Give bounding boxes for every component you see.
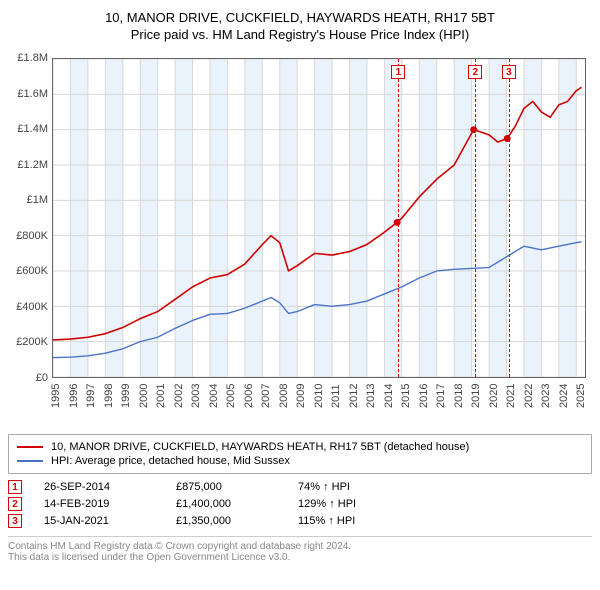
x-tick-label: 2005 (225, 384, 237, 408)
attribution-line-1: Contains HM Land Registry data © Crown c… (8, 541, 592, 552)
x-tick-label: 1995 (50, 384, 62, 408)
x-tick-label: 2019 (470, 384, 482, 408)
x-tick-label: 1997 (85, 384, 97, 408)
y-tick-label: £200K (8, 336, 48, 348)
y-tick-label: £1.8M (8, 52, 48, 64)
sale-marker-line (475, 59, 476, 377)
event-pct: 129% ↑ HPI (298, 498, 378, 510)
event-marker-box: 1 (8, 480, 22, 494)
x-tick-label: 2016 (418, 384, 430, 408)
x-tick-label: 2010 (313, 384, 325, 408)
x-tick-label: 2009 (295, 384, 307, 408)
sale-marker-box: 3 (502, 65, 516, 79)
sale-marker-box: 1 (391, 65, 405, 79)
legend-row-property: 10, MANOR DRIVE, CUCKFIELD, HAYWARDS HEA… (17, 441, 583, 453)
attribution: Contains HM Land Registry data © Crown c… (8, 536, 592, 563)
legend-swatch-hpi (17, 460, 43, 462)
legend-row-hpi: HPI: Average price, detached house, Mid … (17, 455, 583, 467)
legend-label-property: 10, MANOR DRIVE, CUCKFIELD, HAYWARDS HEA… (51, 441, 469, 453)
event-table: 1 26-SEP-2014 £875,000 74% ↑ HPI 2 14-FEB-201… (8, 480, 592, 528)
title-line-2: Price paid vs. HM Land Registry's House … (8, 27, 592, 42)
y-tick-label: £1.6M (8, 88, 48, 100)
x-tick-label: 2002 (173, 384, 185, 408)
sale-marker-line (398, 59, 399, 377)
y-tick-label: £400K (8, 301, 48, 313)
sale-marker-line (509, 59, 510, 377)
x-tick-label: 1999 (120, 384, 132, 408)
event-price: £1,400,000 (176, 498, 276, 510)
event-row: 3 15-JAN-2021 £1,350,000 115% ↑ HPI (8, 514, 592, 528)
x-tick-label: 2012 (348, 384, 360, 408)
x-tick-label: 1998 (103, 384, 115, 408)
attribution-line-2: This data is licensed under the Open Gov… (8, 552, 592, 563)
x-tick-label: 2006 (243, 384, 255, 408)
x-tick-label: 2025 (575, 384, 587, 408)
x-tick-label: 2004 (208, 384, 220, 408)
y-tick-label: £0 (8, 372, 48, 384)
event-marker-box: 2 (8, 497, 22, 511)
y-tick-label: £600K (8, 265, 48, 277)
x-tick-label: 2001 (155, 384, 167, 408)
x-tick-label: 2000 (138, 384, 150, 408)
legend-swatch-property (17, 446, 43, 448)
x-tick-label: 2008 (278, 384, 290, 408)
x-tick-label: 2022 (523, 384, 535, 408)
x-tick-label: 2011 (330, 384, 342, 408)
x-tick-label: 2014 (383, 384, 395, 408)
chart-container: 1 2 3 £0 £200K £400K £600K £800K £1M £1.2M £1.4M £… (8, 48, 592, 428)
event-row: 2 14-FEB-2019 £1,400,000 129% ↑ HPI (8, 497, 592, 511)
x-tick-label: 2020 (488, 384, 500, 408)
y-tick-label: £1M (8, 194, 48, 206)
event-row: 1 26-SEP-2014 £875,000 74% ↑ HPI (8, 480, 592, 494)
title-line-1: 10, MANOR DRIVE, CUCKFIELD, HAYWARDS HEA… (8, 10, 592, 25)
event-date: 15-JAN-2021 (44, 515, 154, 527)
event-pct: 74% ↑ HPI (298, 481, 378, 493)
x-tick-label: 2023 (540, 384, 552, 408)
y-tick-label: £800K (8, 230, 48, 242)
chart-svg (53, 59, 585, 377)
x-tick-label: 1996 (68, 384, 80, 408)
x-tick-label: 2007 (260, 384, 272, 408)
x-tick-label: 2018 (453, 384, 465, 408)
y-tick-label: £1.2M (8, 159, 48, 171)
event-marker-box: 3 (8, 514, 22, 528)
event-price: £875,000 (176, 481, 276, 493)
y-tick-label: £1.4M (8, 123, 48, 135)
x-tick-label: 2024 (558, 384, 570, 408)
event-price: £1,350,000 (176, 515, 276, 527)
sale-marker-box: 2 (468, 65, 482, 79)
x-tick-label: 2015 (400, 384, 412, 408)
legend-label-hpi: HPI: Average price, detached house, Mid … (51, 455, 290, 467)
event-date: 14-FEB-2019 (44, 498, 154, 510)
plot-area: 1 2 3 (52, 58, 586, 378)
x-tick-label: 2003 (190, 384, 202, 408)
x-tick-label: 2021 (505, 384, 517, 408)
x-tick-label: 2013 (365, 384, 377, 408)
event-date: 26-SEP-2014 (44, 481, 154, 493)
event-pct: 115% ↑ HPI (298, 515, 378, 527)
x-tick-label: 2017 (435, 384, 447, 408)
legend: 10, MANOR DRIVE, CUCKFIELD, HAYWARDS HEA… (8, 434, 592, 474)
